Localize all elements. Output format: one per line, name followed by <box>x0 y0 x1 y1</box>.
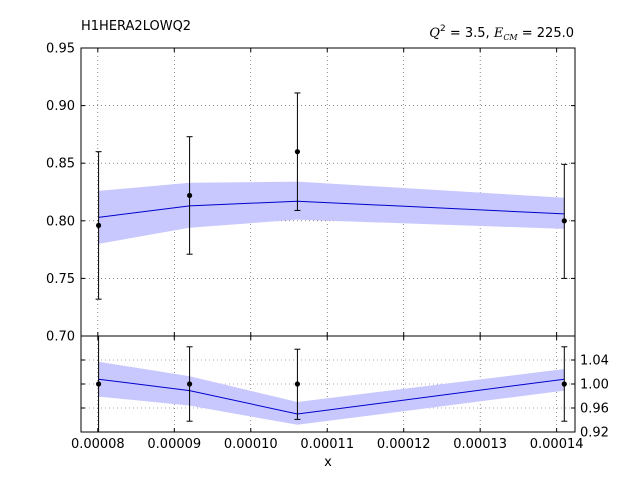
main-ytick-label-5: 0.95 <box>46 42 75 57</box>
subtitle-q-symbol: Q <box>429 26 440 41</box>
ratio-plot-area <box>95 336 568 432</box>
ratio-ytick-label-3: 1.04 <box>580 354 609 369</box>
ratio-data-point-0 <box>95 381 102 387</box>
main-ytick-label-4: 0.90 <box>46 99 75 114</box>
main-data-point-2 <box>294 149 301 155</box>
ratio-data-point-1 <box>186 381 193 387</box>
main-ytick-label-2: 0.80 <box>46 214 75 229</box>
chart-subtitle: Q2 = 3.5, ECM = 225.0 <box>429 24 574 42</box>
ratio-ytick-label-1: 0.96 <box>580 402 609 417</box>
main-data-point-3 <box>561 218 567 224</box>
ratio-uncertainty-band <box>98 361 565 425</box>
ratio-data-point-3 <box>561 381 567 387</box>
subtitle-q-value: = 3.5, <box>446 26 494 41</box>
main-plot-area <box>95 92 568 300</box>
ratio-ytick-label-2: 1.00 <box>580 378 609 393</box>
subtitle-e-value: = 225.0 <box>518 26 574 41</box>
xtick-label-3: 0.00011 <box>300 437 354 452</box>
main-panel: 0.70 0.75 0.80 0.85 0.90 0.95 <box>46 42 576 345</box>
main-ytick-label-1: 0.75 <box>46 272 75 287</box>
x-axis-label: x <box>324 455 332 470</box>
ratio-panel: 0.92 0.96 1.00 1.04 0.00008 0.00009 0.00010 0.0… <box>71 335 609 452</box>
main-ytick-label-0: 0.70 <box>46 330 75 345</box>
main-theory-line <box>98 200 565 218</box>
subtitle-q-power: 2 <box>440 24 446 34</box>
ratio-ytick-label-0: 0.92 <box>580 426 609 441</box>
xtick-label-2: 0.00010 <box>224 437 278 452</box>
xtick-label-0: 0.00008 <box>71 437 125 452</box>
subtitle-e-symbol: E <box>493 26 504 41</box>
main-data-point-0 <box>95 222 102 229</box>
ratio-data-point-2 <box>294 381 301 387</box>
main-uncertainty-band <box>98 181 565 244</box>
chart-title: H1HERA2LOWQ2 <box>81 19 191 34</box>
main-ytick-label-3: 0.85 <box>46 157 75 172</box>
xtick-label-4: 0.00012 <box>377 437 431 452</box>
xtick-label-5: 0.00013 <box>453 437 507 452</box>
xtick-label-6: 0.00014 <box>530 437 584 452</box>
xtick-label-1: 0.00009 <box>147 437 201 452</box>
subtitle-e-sub: CM <box>503 33 518 42</box>
ratio-theory-line <box>98 378 565 415</box>
main-data-point-1 <box>186 192 193 199</box>
